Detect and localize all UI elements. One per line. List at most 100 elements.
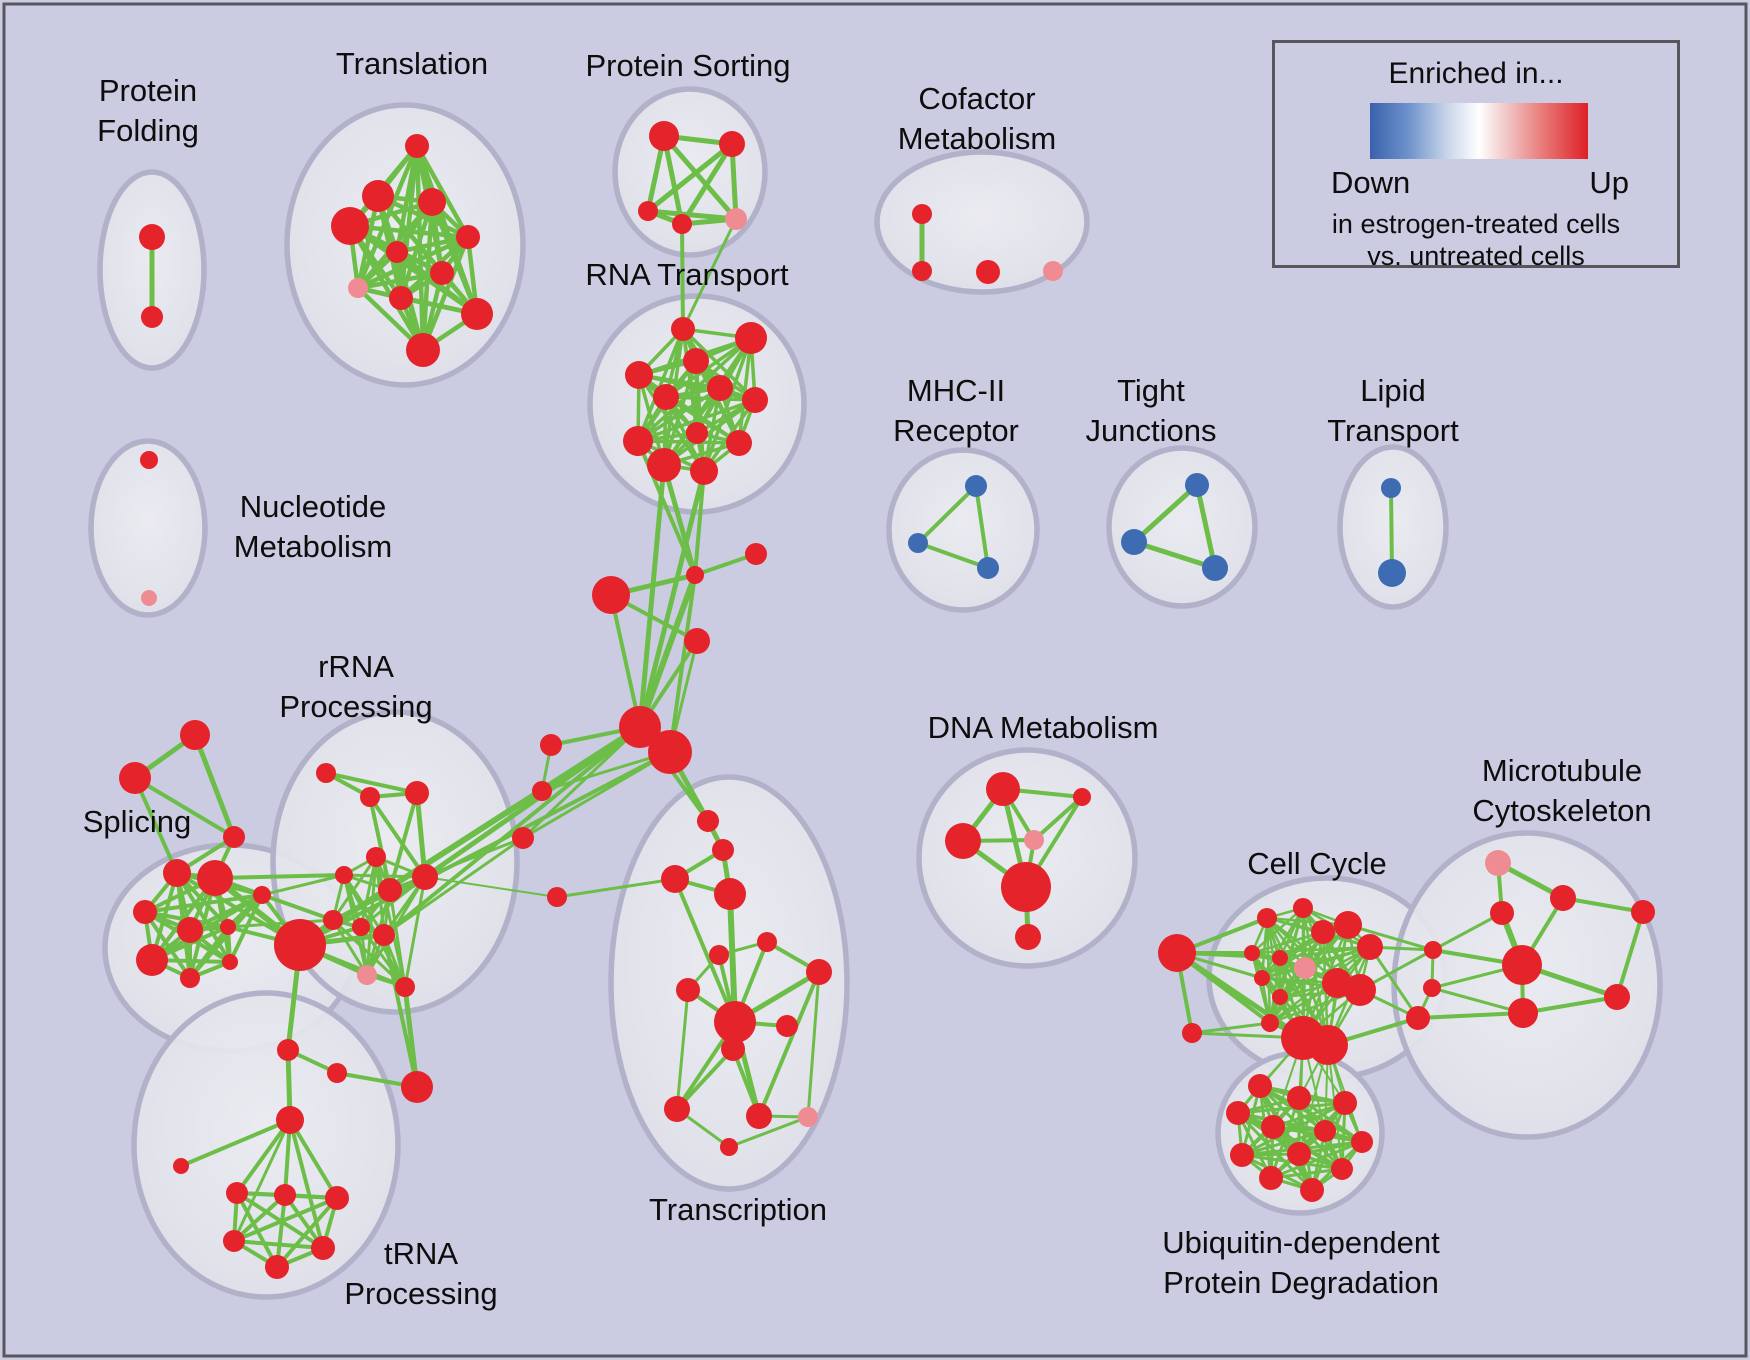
gene-set-node-s10 (180, 968, 200, 988)
edge-q13-H2 (521, 750, 672, 840)
edge-u0-u4 (288, 1118, 339, 1200)
gene-set-node-b6 (1314, 1120, 1336, 1142)
edge-u0-u1 (179, 1118, 292, 1168)
edge-x2-x4 (555, 877, 677, 899)
gene-set-node-g8 (1272, 950, 1288, 966)
edge-q3-q8 (359, 855, 378, 929)
cluster-ubiquitin-degradation-label: Ubiquitin-dependent Protein Degradation (1162, 1225, 1440, 1300)
edge-p1-p3 (679, 141, 735, 227)
edge-g18-k5 (1416, 1011, 1525, 1020)
edge-k5-k6 (1521, 995, 1619, 1015)
gene-set-node-r5 (653, 384, 679, 410)
edge-g6-g18 (1368, 945, 1420, 1020)
edge-m1-m2 (916, 541, 990, 570)
cluster-trna-processing-label: tRNA Processing (344, 1236, 497, 1311)
gene-set-node-g6 (1357, 934, 1383, 960)
edge-h0-H1 (637, 572, 698, 730)
legend-box: Enriched in... Down Up in estrogen-treat… (1272, 40, 1680, 271)
edge-u4-u5 (232, 1196, 339, 1243)
edge-r8-r9 (636, 439, 741, 445)
gene-set-node-u5 (223, 1230, 245, 1252)
gene-set-node-g4 (1311, 920, 1335, 944)
gene-set-node-q0 (316, 763, 336, 783)
cluster-protein-sorting-ellipse (612, 86, 768, 258)
edge-s1-s3 (133, 776, 179, 875)
edge-s6-s10 (143, 910, 192, 980)
cluster-lipid-transport-label: Lipid Transport (1327, 373, 1459, 448)
gene-set-node-j1 (1121, 529, 1147, 555)
edge-x3-x9 (727, 891, 738, 1025)
gene-set-node-j2 (1202, 555, 1228, 581)
edge-d1-d3 (1032, 795, 1084, 842)
gene-set-node-k5 (1508, 998, 1538, 1028)
gene-set-node-b11 (1259, 1166, 1283, 1190)
gene-set-node-d5 (1015, 924, 1041, 950)
edge-k6-k7 (1615, 910, 1645, 999)
gene-set-node-t9 (461, 298, 493, 330)
edge-h2-H1 (609, 593, 642, 729)
gene-set-node-h1 (745, 543, 767, 565)
gene-set-node-s0 (180, 720, 210, 750)
gene-set-node-u7 (265, 1255, 289, 1279)
gene-set-node-g1 (1182, 1023, 1202, 1043)
gene-set-node-q2 (405, 781, 429, 805)
edge-p1-p2 (645, 141, 735, 214)
gene-set-node-x8 (676, 978, 700, 1002)
gene-set-node-p4 (725, 208, 747, 230)
gene-set-node-r3 (625, 361, 653, 389)
gene-set-node-s5 (253, 886, 271, 904)
edge-r3-r6 (637, 373, 757, 402)
edge-q1-q5 (368, 795, 392, 892)
gene-set-node-q13 (512, 827, 534, 849)
cluster-rna-transport-label: RNA Transport (585, 257, 789, 292)
cluster-splicing-label: Splicing (83, 804, 192, 839)
gene-set-node-g9 (1294, 957, 1316, 979)
edge-g0-g15 (1174, 950, 1306, 1041)
edge-x8-x12 (675, 988, 690, 1111)
edge-s1-s2 (133, 776, 236, 839)
gene-set-node-l1 (1378, 559, 1406, 587)
edge-j0-j2 (1194, 482, 1218, 571)
gene-set-node-s4 (197, 860, 233, 896)
edge-v2-q9 (382, 933, 419, 1089)
gene-set-node-p0 (649, 121, 679, 151)
edge-H2-w1 (540, 750, 672, 793)
edge-s0-s2 (192, 732, 237, 840)
gene-set-node-k7 (1631, 900, 1655, 924)
edge-x11-x12 (675, 1047, 735, 1111)
gene-set-node-x14 (798, 1107, 818, 1127)
edge-s4-q7 (213, 876, 335, 922)
gene-set-node-x3 (714, 878, 746, 910)
gene-set-node-r7 (686, 422, 708, 444)
edge-u3-u5 (232, 1193, 287, 1243)
cluster-transcription-ellipse (608, 774, 850, 1192)
gene-set-node-x6 (709, 945, 729, 965)
cluster-dna-metabolism-label: DNA Metabolism (928, 710, 1159, 745)
gene-set-node-p3 (672, 214, 692, 234)
gene-set-node-t2 (331, 207, 369, 245)
gene-set-node-v2 (401, 1071, 433, 1103)
gene-set-node-t10 (406, 333, 440, 367)
edge-p4-r0 (681, 217, 738, 331)
edge-s4-q4 (213, 873, 346, 880)
edge-r0-r6 (681, 327, 757, 402)
gene-set-node-w0 (540, 734, 562, 756)
cluster-nucleotide-metabolism-ellipse (88, 438, 208, 618)
edge-r10-H1 (637, 462, 667, 730)
gene-set-node-b7 (1351, 1131, 1373, 1153)
gene-set-node-x0 (697, 810, 719, 832)
gene-set-node-k4 (1423, 979, 1441, 997)
cluster-mhc-ii-receptor-ellipse (886, 447, 1040, 613)
edge-s8-q7 (226, 918, 335, 929)
gene-set-node-q12 (274, 919, 326, 971)
edge-r10-h0 (661, 462, 698, 578)
edge-H2-q12 (298, 750, 672, 947)
gene-set-node-k0 (1485, 850, 1511, 876)
gene-set-node-s3 (163, 859, 191, 887)
gene-set-node-u6 (311, 1236, 335, 1260)
edge-r5-r6 (664, 395, 757, 402)
gene-set-node-j0 (1185, 473, 1209, 497)
gene-set-node-pf0 (139, 224, 165, 250)
legend-gradient-bar (1370, 103, 1588, 159)
gene-set-node-u4 (325, 1186, 349, 1210)
